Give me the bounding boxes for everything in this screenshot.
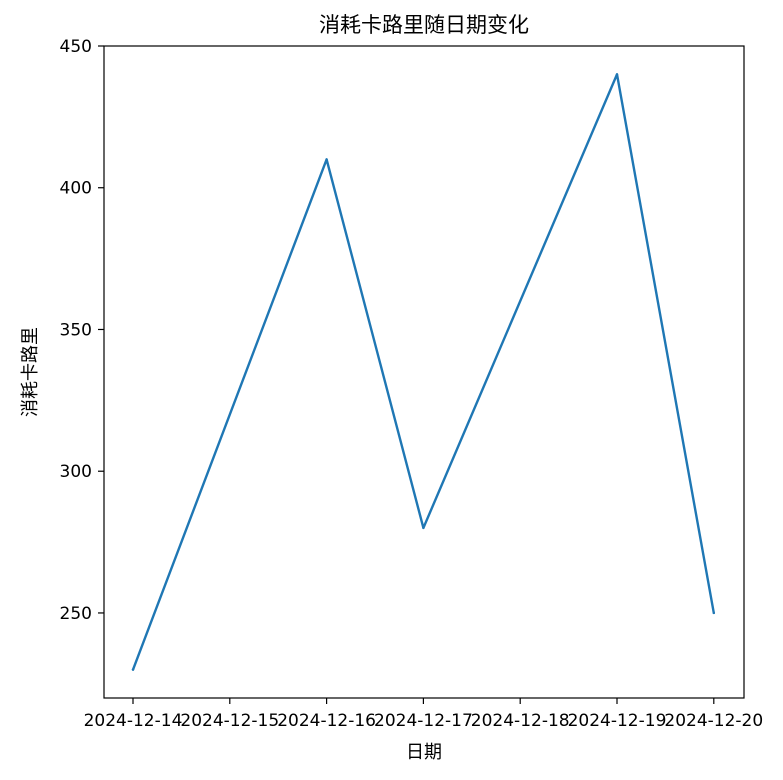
y-tick-label: 400	[60, 179, 92, 199]
data-point	[325, 158, 328, 161]
y-axis: 250 300 350 400 450	[60, 37, 104, 624]
x-axis: 2024-12-142024-12-152024-12-162024-12-17…	[84, 698, 763, 731]
y-tick-label: 450	[60, 37, 92, 57]
y-axis-label: 消耗卡路里	[20, 327, 41, 417]
data-point	[131, 668, 135, 671]
x-tick-label: 2024-12-18	[471, 711, 570, 731]
x-tick-label: 2024-12-15	[180, 711, 279, 731]
x-tick-label: 2024-12-16	[277, 711, 376, 731]
x-tick-label: 2024-12-19	[568, 711, 667, 731]
y-tick-label: 300	[60, 462, 92, 482]
data-point	[712, 611, 715, 615]
data-point	[422, 526, 425, 530]
y-tick-label: 350	[60, 320, 92, 340]
y-tick-label: 250	[60, 604, 92, 624]
x-tick-label: 2024-12-17	[374, 711, 473, 731]
x-tick-label: 2024-12-20	[664, 711, 763, 731]
series-group	[131, 73, 715, 671]
data-point	[615, 73, 619, 76]
plot-frame	[103, 45, 745, 699]
chart-title: 消耗卡路里随日期变化	[319, 13, 529, 37]
x-axis-label: 日期	[406, 742, 442, 763]
x-tick-label: 2024-12-14	[84, 711, 183, 731]
series-line	[131, 73, 715, 671]
